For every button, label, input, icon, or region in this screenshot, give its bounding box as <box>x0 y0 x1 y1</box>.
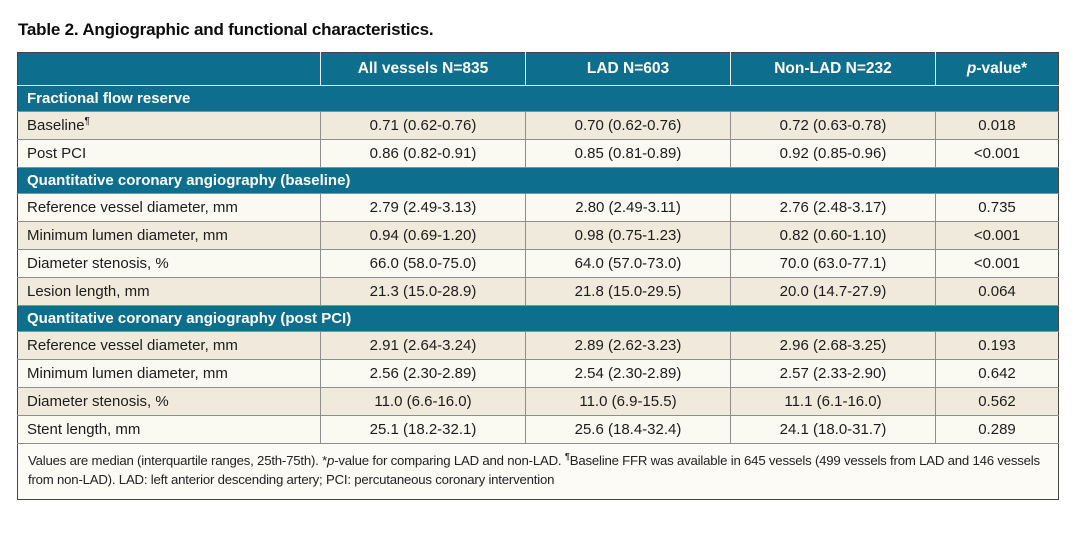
column-header-row: All vessels N=835 LAD N=603 Non-LAD N=23… <box>17 52 1059 86</box>
row-label: Lesion length, mm <box>17 277 321 306</box>
table-row-minimum-lumen-diameter-baseline: Minimum lumen diameter, mm 0.94 (0.69-1.… <box>17 221 1059 250</box>
row-label: Baseline¶ <box>17 111 321 140</box>
row-label: Minimum lumen diameter, mm <box>17 221 321 250</box>
row-label: Diameter stenosis, % <box>17 249 321 278</box>
cell-value: 2.54 (2.30-2.89) <box>525 359 731 388</box>
cell-value: 2.89 (2.62-3.23) <box>525 331 731 360</box>
table-footnote-row: Values are median (interquartile ranges,… <box>17 443 1059 500</box>
table-footnote: Values are median (interquartile ranges,… <box>17 443 1059 500</box>
cell-value: 2.80 (2.49-3.11) <box>525 193 731 222</box>
row-label: Reference vessel diameter, mm <box>17 193 321 222</box>
cell-value: 0.85 (0.81-0.89) <box>525 139 731 168</box>
cell-value: <0.001 <box>935 139 1059 168</box>
cell-value: 0.70 (0.62-0.76) <box>525 111 731 140</box>
section-header-label: Quantitative coronary angiography (basel… <box>17 167 1059 194</box>
footnote-pilcrow: ¶ <box>564 451 570 463</box>
p-value-rest: -value* <box>976 60 1028 77</box>
table-row-stent-length: Stent length, mm 25.1 (18.2-32.1) 25.6 (… <box>17 415 1059 444</box>
cell-value: 2.76 (2.48-3.17) <box>730 193 936 222</box>
table-row-baseline: Baseline¶ 0.71 (0.62-0.76) 0.70 (0.62-0.… <box>17 111 1059 140</box>
cell-value: 0.064 <box>935 277 1059 306</box>
section-header-qca-post-pci: Quantitative coronary angiography (post … <box>17 305 1059 332</box>
cell-value: 2.56 (2.30-2.89) <box>320 359 526 388</box>
section-header-fractional-flow-reserve: Fractional flow reserve <box>17 85 1059 112</box>
cell-value: 0.289 <box>935 415 1059 444</box>
table-row-reference-vessel-diameter-post-pci: Reference vessel diameter, mm 2.91 (2.64… <box>17 331 1059 360</box>
table-row-post-pci: Post PCI 0.86 (0.82-0.91) 0.85 (0.81-0.8… <box>17 139 1059 168</box>
section-header-label: Quantitative coronary angiography (post … <box>17 305 1059 332</box>
cell-value: 0.562 <box>935 387 1059 416</box>
column-header-all-vessels: All vessels N=835 <box>320 52 526 86</box>
table-row-diameter-stenosis-baseline: Diameter stenosis, % 66.0 (58.0-75.0) 64… <box>17 249 1059 278</box>
cell-value: 0.72 (0.63-0.78) <box>730 111 936 140</box>
cell-value: 70.0 (63.0-77.1) <box>730 249 936 278</box>
section-header-label: Fractional flow reserve <box>17 85 1059 112</box>
section-header-qca-baseline: Quantitative coronary angiography (basel… <box>17 167 1059 194</box>
cell-value: 0.71 (0.62-0.76) <box>320 111 526 140</box>
footnote-p-italic: p <box>327 453 335 468</box>
cell-value: 64.0 (57.0-73.0) <box>525 249 731 278</box>
cell-value: 0.735 <box>935 193 1059 222</box>
cell-value: 2.91 (2.64-3.24) <box>320 331 526 360</box>
cell-value: <0.001 <box>935 249 1059 278</box>
cell-value: 0.018 <box>935 111 1059 140</box>
cell-value: 20.0 (14.7-27.9) <box>730 277 936 306</box>
table-row-lesion-length: Lesion length, mm 21.3 (15.0-28.9) 21.8 … <box>17 277 1059 306</box>
cell-value: 0.92 (0.85-0.96) <box>730 139 936 168</box>
column-header-empty <box>17 52 321 86</box>
cell-value: 24.1 (18.0-31.7) <box>730 415 936 444</box>
row-label: Post PCI <box>17 139 321 168</box>
cell-value: 2.57 (2.33-2.90) <box>730 359 936 388</box>
table-row-diameter-stenosis-post-pci: Diameter stenosis, % 11.0 (6.6-16.0) 11.… <box>17 387 1059 416</box>
cell-value: 21.8 (15.0-29.5) <box>525 277 731 306</box>
column-header-non-lad: Non-LAD N=232 <box>730 52 936 86</box>
row-label: Stent length, mm <box>17 415 321 444</box>
cell-value: 0.86 (0.82-0.91) <box>320 139 526 168</box>
cell-value: 0.94 (0.69-1.20) <box>320 221 526 250</box>
table-row-reference-vessel-diameter-baseline: Reference vessel diameter, mm 2.79 (2.49… <box>17 193 1059 222</box>
page-title: Table 2. Angiographic and functional cha… <box>18 20 434 39</box>
row-label: Minimum lumen diameter, mm <box>17 359 321 388</box>
cell-value: 66.0 (58.0-75.0) <box>320 249 526 278</box>
cell-value: 0.82 (0.60-1.10) <box>730 221 936 250</box>
row-label: Diameter stenosis, % <box>17 387 321 416</box>
column-header-lad: LAD N=603 <box>525 52 731 86</box>
cell-value: 25.1 (18.2-32.1) <box>320 415 526 444</box>
table-row-minimum-lumen-diameter-post-pci: Minimum lumen diameter, mm 2.56 (2.30-2.… <box>17 359 1059 388</box>
cell-value: 25.6 (18.4-32.4) <box>525 415 731 444</box>
cell-value: 0.642 <box>935 359 1059 388</box>
pilcrow-superscript: ¶ <box>84 116 90 127</box>
cell-value: 2.79 (2.49-3.13) <box>320 193 526 222</box>
cell-value: 11.0 (6.9-15.5) <box>525 387 731 416</box>
cell-value: 0.193 <box>935 331 1059 360</box>
p-value-italic: p <box>966 60 977 77</box>
cell-value: 21.3 (15.0-28.9) <box>320 277 526 306</box>
characteristics-table: All vessels N=835 LAD N=603 Non-LAD N=23… <box>17 52 1059 500</box>
cell-value: 11.0 (6.6-16.0) <box>320 387 526 416</box>
cell-value: <0.001 <box>935 221 1059 250</box>
cell-value: 2.96 (2.68-3.25) <box>730 331 936 360</box>
column-header-p-value: p-value* <box>935 52 1059 86</box>
row-label: Reference vessel diameter, mm <box>17 331 321 360</box>
cell-value: 11.1 (6.1-16.0) <box>730 387 936 416</box>
cell-value: 0.98 (0.75-1.23) <box>525 221 731 250</box>
